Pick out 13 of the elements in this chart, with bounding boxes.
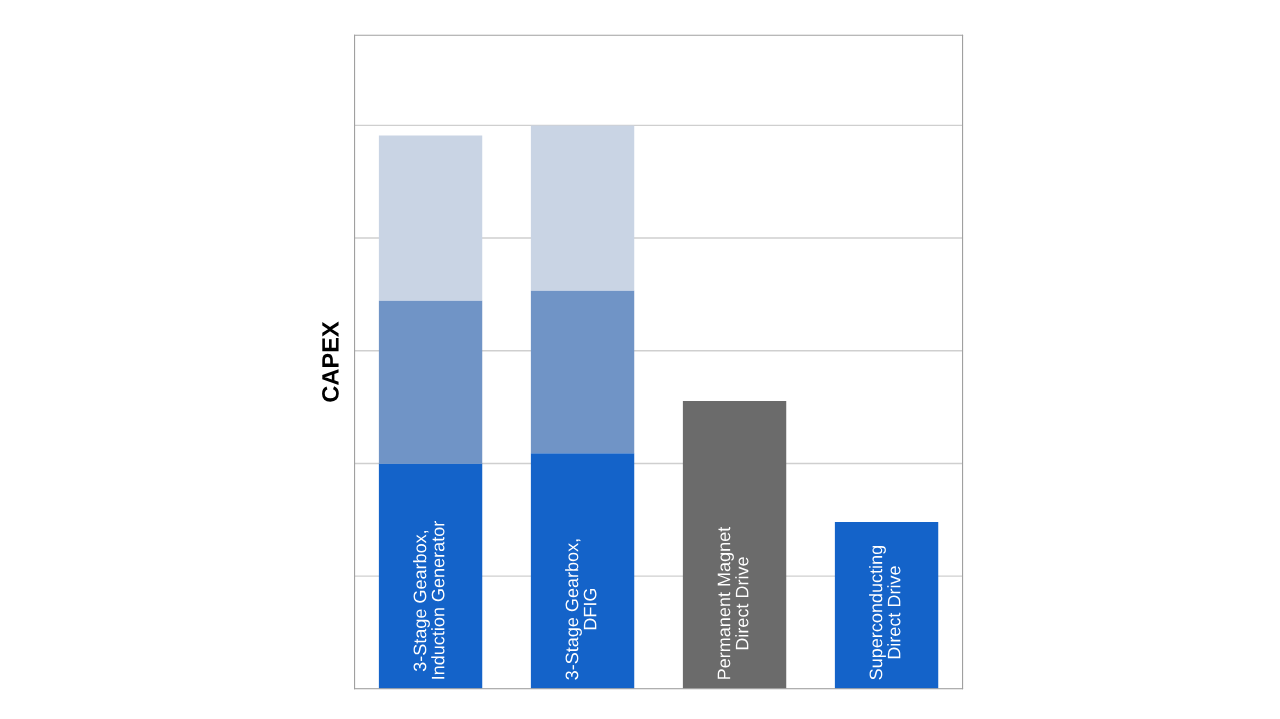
bar: [530, 290, 635, 454]
x-tick-label: Permanent Magnet Direct Drive: [717, 526, 749, 679]
bar: [682, 400, 787, 689]
bar: [530, 453, 635, 689]
bar: [378, 300, 483, 464]
bar: [530, 125, 635, 291]
y-axis-title: CAPEX: [322, 321, 339, 402]
x-tick-label: 3-Stage Gearbox, DFIG: [565, 539, 597, 680]
bar: [378, 463, 483, 689]
bar: [378, 135, 483, 301]
bar: [834, 522, 939, 689]
x-tick-label: 3-Stage Gearbox, Induction Generator: [413, 521, 445, 679]
x-tick-label: Superconducting Direct Drive: [869, 546, 901, 680]
